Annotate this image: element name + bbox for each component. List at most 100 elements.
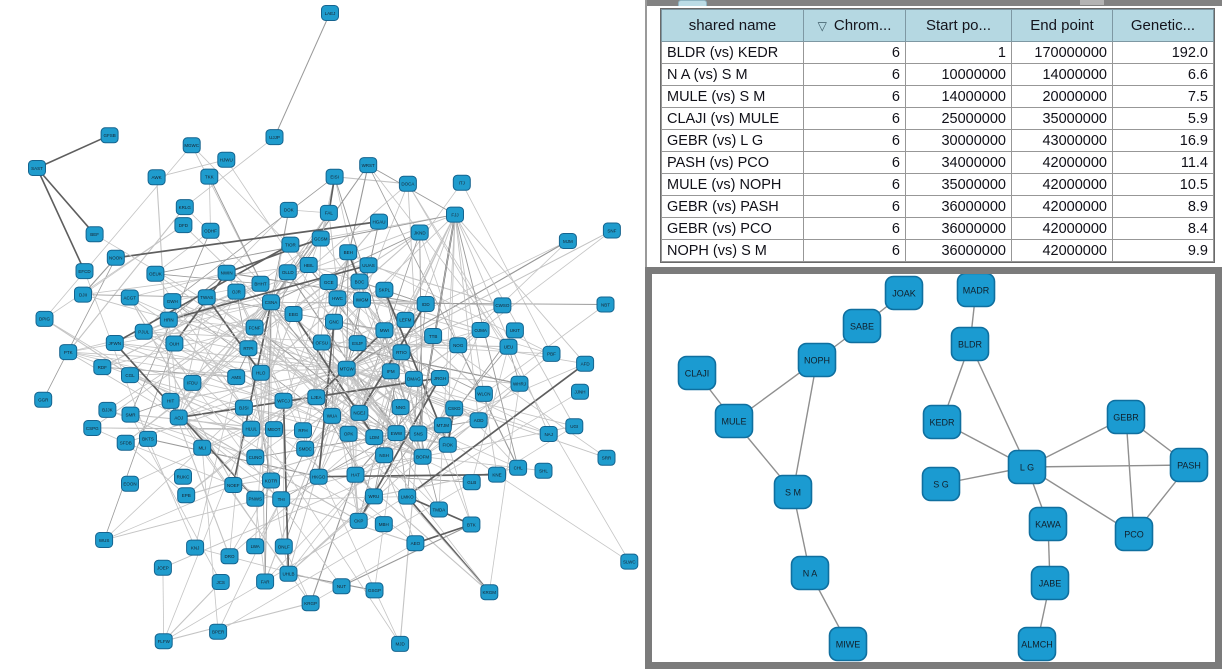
overview-network-node[interactable]: HRN [159,311,178,328]
overview-network-node[interactable]: NOG [449,337,468,354]
overview-network-node[interactable]: LEFM [396,311,415,328]
node-S G[interactable]: S G [921,466,961,502]
overview-network-node[interactable]: KRGP [301,595,320,612]
overview-network-node[interactable]: RDF [93,359,112,376]
overview-network-node[interactable]: SFDB [116,434,135,451]
overview-network-node[interactable]: EWW [387,425,406,442]
overview-network-node[interactable]: GFSB [100,127,119,144]
overview-network-node[interactable]: NBT [596,296,615,313]
overview-network-node[interactable]: ODHF [201,222,220,239]
overview-network-node[interactable]: AOD [469,412,488,429]
overview-network-node[interactable]: JOEP [153,559,172,576]
node-KAWA[interactable]: KAWA [1028,506,1068,542]
overview-network-node[interactable]: WFCJ [274,392,293,409]
overview-network-node[interactable]: JFWN [105,335,124,351]
overview-network-node[interactable]: IFM [381,363,400,380]
overview-network-node[interactable]: ESJF [348,335,367,352]
overview-network-node[interactable]: UUAS [359,257,378,274]
overview-network-node[interactable]: BHHT [251,275,270,292]
overview-network-node[interactable]: DOCA [398,175,417,192]
overview-network-node[interactable]: HAT [346,466,365,483]
overview-network-node[interactable]: FJJ [446,206,464,223]
overview-network-node[interactable]: NSH [375,447,394,464]
overview-network-node[interactable]: CWSO [493,297,512,314]
node-MIWE[interactable]: MIWE [828,626,868,662]
overview-network-node[interactable]: OLLD [278,264,297,281]
overview-network-node[interactable]: HBIL [299,257,318,273]
overview-network-node[interactable]: SAST [28,160,46,176]
table-row[interactable]: CLAJI (vs) MULE 6 25000000 35000000 5.9 [661,107,1214,130]
overview-network-node[interactable]: GCE [319,274,338,290]
overview-network-node[interactable]: IDD [416,296,435,312]
overview-network-node[interactable]: JJNH [571,383,589,400]
overview-network-node[interactable]: NAJ [539,426,558,442]
node-N A[interactable]: N A [790,555,830,591]
overview-network-node[interactable]: RUKC [174,468,192,485]
overview-network-node[interactable]: SRR [597,449,616,466]
overview-network-node[interactable]: OJR [227,283,246,300]
overview-network-node[interactable]: MTJM [433,417,452,434]
overview-network-node[interactable]: MJD [391,635,410,652]
overview-network-node[interactable]: NUT [332,578,351,595]
overview-network-node[interactable]: KNE [488,466,506,483]
overview-network-node[interactable]: ITJ [452,174,471,191]
overview-network-node[interactable]: OFSU [312,334,331,351]
node-MULE[interactable]: MULE [714,403,754,439]
overview-network-node[interactable]: HJWU [217,151,236,168]
overview-network-node[interactable]: KNJ [186,539,205,556]
overview-network-node[interactable]: BPER [209,623,228,640]
overview-network-node[interactable]: TTB [424,328,443,344]
filter-icon[interactable]: ▽ [817,19,827,33]
edge-NOPH-S M[interactable] [792,359,818,493]
overview-network-node[interactable]: TWAS [197,289,216,306]
panel-tab[interactable] [678,0,707,6]
overview-network-node[interactable]: BJSI [234,399,253,416]
overview-network-node[interactable]: WRU [364,488,383,505]
node-S M[interactable]: S M [773,474,813,510]
overview-network-node[interactable]: SNF [602,222,621,239]
overview-network-canvas[interactable]: OUH ESJF IFM DMAG GLB MJM RTIO JCS NNG KNJ LEFM FIO… [0,0,645,669]
overview-network-node[interactable]: EPB [177,487,196,504]
overview-network-node[interactable]: GGR [34,391,53,408]
overview-network-node[interactable]: UGI [565,418,584,435]
overview-network-node[interactable]: SHL [534,462,553,479]
overview-network-node[interactable]: LDM [365,429,384,446]
overview-network-node[interactable]: BEH [339,244,358,261]
overview-network-node[interactable]: JKND [410,224,429,241]
overview-network-node[interactable]: SNS [409,425,428,442]
node-JOAK[interactable]: JOAK [884,275,924,311]
column-header-shared-name[interactable]: shared name [661,9,804,42]
overview-network-node[interactable]: TMDA [429,501,448,518]
overview-network-node[interactable]: AFD [576,355,595,372]
overview-network-node[interactable]: WUA [323,407,341,424]
overview-network-node[interactable]: HLO [251,364,270,381]
overview-network-node[interactable]: GNC [325,313,343,330]
subnetwork-canvas[interactable]: JOAK MADR SABE NOPH CLAJI MULE KEDR BLDR GEBR L G… [652,272,1215,662]
overview-network-node[interactable]: OUH [165,335,184,352]
table-row[interactable]: GEBR (vs) PASH 6 36000000 42000000 8.9 [661,195,1214,218]
overview-network-node[interactable]: HGAU [370,213,388,230]
overview-network-node[interactable]: RTIO [392,344,411,361]
overview-network-node[interactable]: MLI [193,439,212,456]
overview-network-node[interactable]: EISI [325,168,344,185]
overview-network-node[interactable]: JCS [211,574,230,590]
table-row[interactable]: NOPH (vs) S M 6 36000000 42000000 9.9 [661,239,1214,262]
overview-network-node[interactable]: BJJK [98,401,117,418]
overview-network-node[interactable]: IFDU [183,374,202,391]
overview-network-node[interactable]: FIOK [438,436,457,453]
table-row[interactable]: GEBR (vs) L G 6 30000000 43000000 16.9 [661,129,1214,152]
overview-network-node[interactable]: GWH [163,293,182,310]
overview-network-node[interactable]: UJJP [265,129,284,146]
overview-network-node[interactable]: MBH [374,516,393,533]
overview-network-node[interactable]: CGL [121,367,139,384]
overview-network-node[interactable]: CUNO [246,449,265,466]
edge-GEBR-PCO[interactable] [1125,416,1135,535]
overview-network-node[interactable]: DJII [74,286,92,303]
node-MADR[interactable]: MADR [956,272,996,308]
overview-network-node[interactable]: DFD [174,217,193,234]
overview-network-node[interactable]: SKPL [375,281,394,298]
overview-network-node[interactable]: HIT [161,392,180,409]
overview-network-node[interactable]: UHLB [279,565,298,582]
overview-network-node[interactable]: NNG [391,399,410,416]
table-row[interactable]: MULE (vs) NOPH 6 35000000 42000000 10.5 [661,173,1214,196]
